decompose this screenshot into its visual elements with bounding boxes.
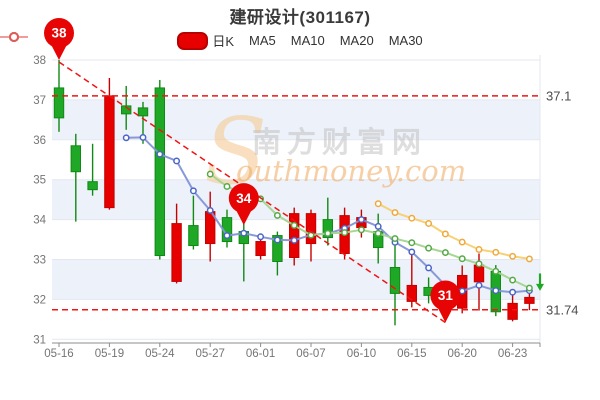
x-axis-label: 05-19: [95, 348, 124, 360]
y-axis-label: 35: [33, 175, 46, 187]
candle-05-17[interactable]: [70, 133, 81, 222]
axes: 31 32 33 34 35 36 37 38 05-16 05-19 05-24 05-27 06-0…: [33, 55, 541, 360]
y-axis-label: 32: [33, 294, 46, 306]
candle-05-25[interactable]: [171, 203, 182, 284]
y-axis-label: 36: [33, 135, 46, 147]
legend-label: 日K: [212, 34, 235, 49]
y-axis-label: 38: [33, 55, 46, 67]
watermark-latin: outhmoney.com: [236, 154, 466, 188]
pins: 38 34 31: [44, 18, 461, 323]
candle-06-15[interactable]: [406, 253, 418, 308]
candle-06-23[interactable]: [507, 295, 518, 322]
legend-label: MA30: [388, 33, 423, 48]
x-axis-label: 05-16: [44, 348, 73, 360]
legend-label: MA5: [249, 33, 276, 48]
candle-05-24[interactable]: [154, 79, 166, 260]
pin-31: 31: [430, 280, 461, 323]
candle-05-18[interactable]: [87, 143, 98, 196]
ref-line-label: 31.74: [546, 302, 579, 317]
reference-lines: 37.1 31.74: [52, 88, 579, 317]
candle-06-24[interactable]: [524, 293, 535, 311]
ref-line-label: 37.1: [546, 88, 571, 103]
x-axis-label: 06-23: [498, 348, 527, 360]
ma20-series: [374, 200, 533, 263]
y-axis-label: 34: [33, 215, 46, 227]
end-arrow-icon: [536, 273, 544, 291]
legend-label: MA20: [339, 33, 374, 48]
x-axis-label: 06-01: [246, 348, 275, 360]
x-axis-label: 05-27: [195, 348, 224, 360]
x-axis-label: 06-15: [397, 348, 426, 360]
pin-label: 31: [438, 288, 454, 303]
legend-label: MA10: [290, 33, 325, 48]
pin-38: 38: [44, 18, 74, 60]
candle-06-13[interactable]: [373, 213, 384, 264]
x-axis-label: 06-20: [447, 348, 476, 360]
candle-05-26[interactable]: [188, 195, 199, 250]
gridlines: [52, 55, 541, 343]
candle-06-06[interactable]: [289, 207, 300, 266]
pin-label: 38: [51, 26, 67, 41]
ma10-series: [206, 170, 533, 292]
candle-06-14[interactable]: [389, 245, 401, 326]
y-axis-label: 37: [33, 95, 46, 107]
candle-05-16[interactable]: [53, 60, 65, 132]
watermark-cjk: 南方财富网: [252, 125, 427, 159]
chart-title: 建研设计(301167): [229, 8, 371, 27]
y-axis-label: 31: [33, 334, 46, 346]
legend-item-日k[interactable]: 日K: [177, 31, 234, 50]
y-axis-label: 33: [33, 255, 46, 267]
candle-06-08[interactable]: [322, 197, 334, 246]
x-axis-label: 05-24: [145, 348, 175, 360]
kline-swatch: [177, 31, 209, 50]
x-axis-label: 06-07: [296, 348, 325, 360]
pin-34: 34: [228, 183, 259, 226]
legend-item-ma30[interactable]: MA30: [0, 32, 423, 48]
ma-swatch-icon: [0, 32, 28, 42]
pin-label: 34: [236, 191, 252, 206]
legend: 日K MA5 MA10 MA20 MA30: [0, 31, 600, 50]
x-axis-label: 06-10: [347, 348, 376, 360]
